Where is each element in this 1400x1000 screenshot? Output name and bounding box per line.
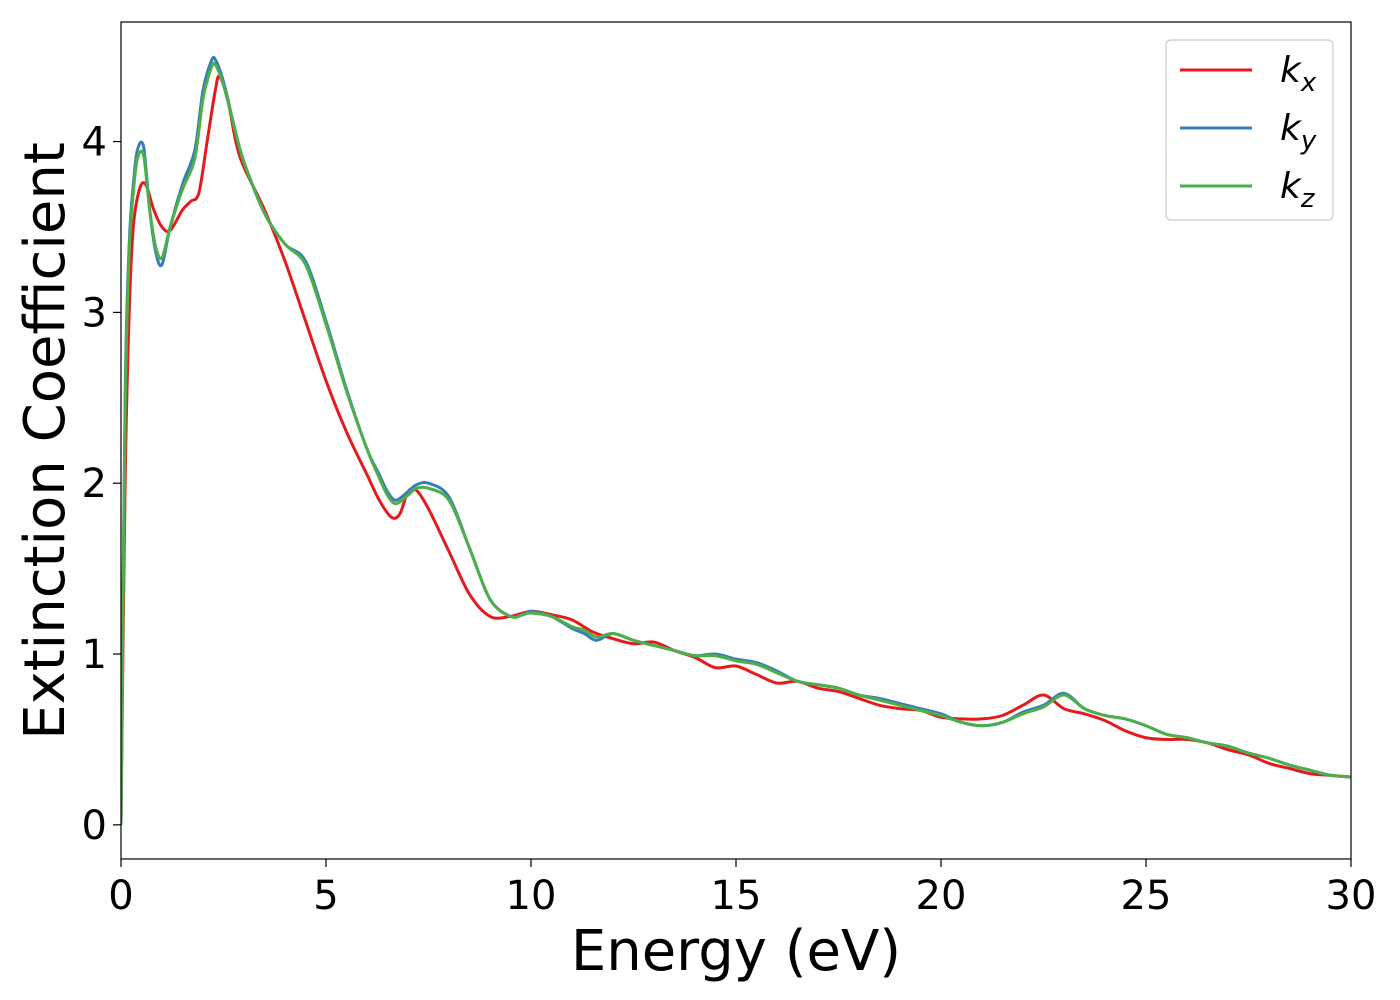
x-tick-label: 5 — [313, 873, 338, 919]
x-tick-label: 25 — [1121, 873, 1172, 919]
axes-layer: 0 5 10 15 20 25 30 0 1 2 3 4 — [82, 21, 1377, 919]
x-tick-label: 30 — [1326, 873, 1377, 919]
y-tick-label: 0 — [82, 803, 107, 849]
x-tick-label: 10 — [506, 873, 557, 919]
y-tick-label: 3 — [82, 290, 107, 336]
series-line-x — [121, 74, 1351, 825]
legend-label-y: ky — [1280, 108, 1317, 156]
x-tick-label: 15 — [711, 873, 762, 919]
legend-label-z: kz — [1280, 166, 1316, 214]
y-tick-label: 2 — [82, 461, 107, 507]
x-tick-label: 20 — [916, 873, 967, 919]
y-tick-label: 4 — [82, 120, 107, 166]
y-tick-label: 1 — [82, 632, 107, 678]
x-tick-label: 0 — [108, 873, 133, 919]
y-axis-title: Extinction Coefficient — [13, 142, 78, 740]
x-axis-title: Energy (eV) — [571, 919, 901, 984]
series-layer — [121, 55, 1351, 825]
legend-label-x: kx — [1280, 50, 1317, 98]
series-line-z — [121, 61, 1351, 825]
legend-box — [1165, 39, 1334, 221]
legend: kx ky kz — [1165, 39, 1334, 221]
